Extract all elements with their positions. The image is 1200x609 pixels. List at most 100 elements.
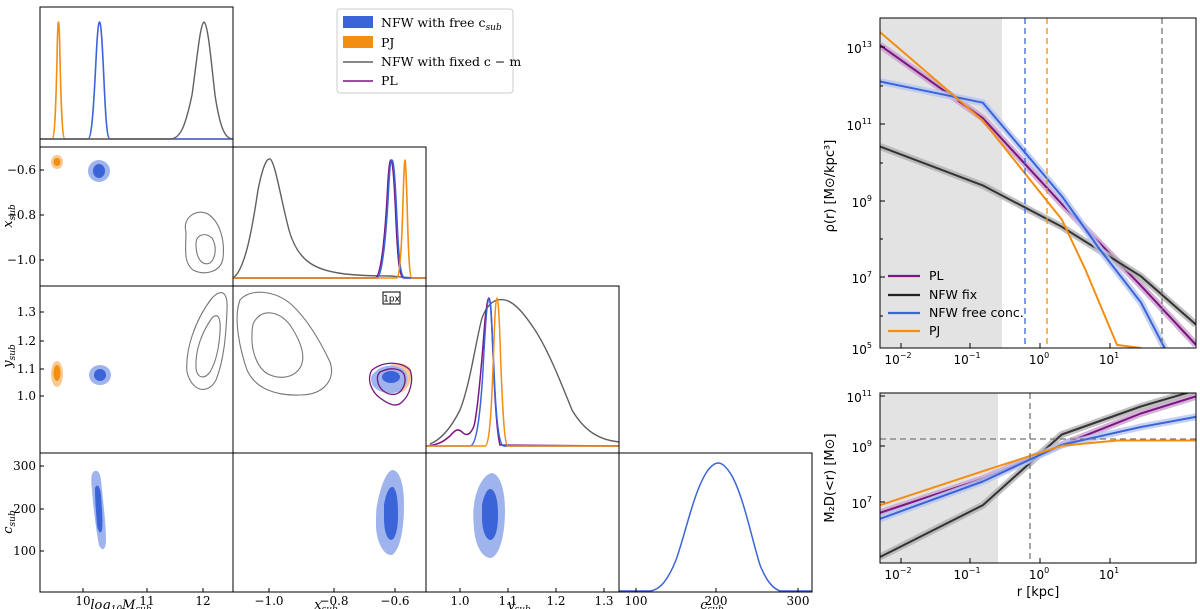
ytick-xsub-2: −0.8 xyxy=(7,208,36,222)
legend-label-pj: PJ xyxy=(929,323,940,338)
density-legend: PL NFW fix NFW free conc. PJ xyxy=(888,268,1024,338)
legend-patch-pj xyxy=(343,36,373,48)
panel-msub-1d xyxy=(40,21,233,140)
nfw-fixed-contour-outer xyxy=(236,291,333,396)
nfw-free-xsub-1d xyxy=(233,159,426,279)
ytick-csub-3: 100 xyxy=(13,544,36,558)
legend-label-pj: PJ xyxy=(381,35,394,50)
frame-ysub-1d xyxy=(425,285,620,454)
density-xtick-3: 100 xyxy=(1029,351,1049,367)
pj-xsub-1d xyxy=(233,159,426,279)
density-xtick-1: 10−2 xyxy=(884,351,911,367)
xtick-msub-10: 10 xyxy=(75,594,90,608)
density-ytick-2: 1011 xyxy=(847,117,872,133)
density-ytick-4: 107 xyxy=(852,270,872,286)
xtick-csub-100: 100 xyxy=(625,594,648,608)
xtick-ysub-4: 1.3 xyxy=(594,594,613,608)
pl-contour-inner xyxy=(376,368,406,396)
pl-ysub-1d xyxy=(426,297,619,447)
legend-label-nfw-fix: NFW fix xyxy=(929,287,977,302)
mass-xtick-3: 100 xyxy=(1029,566,1049,582)
curve-nfw-fix xyxy=(880,145,1196,326)
pl-xsub-1d xyxy=(233,159,426,279)
xtick-csub-200: 200 xyxy=(705,594,728,608)
ytick-ysub-4: 1.0 xyxy=(17,389,36,403)
nfw-free-msub-1d xyxy=(40,21,233,140)
xtick-ysub-2: 1.1 xyxy=(498,594,517,608)
xlabel-csub: csub xyxy=(700,598,724,609)
frame-csub-msub xyxy=(39,452,234,593)
nfw-fixed-contour-inner xyxy=(195,315,221,378)
ytick-ysub-2: 1.2 xyxy=(17,334,36,348)
xtick-xsub-1: −1.0 xyxy=(254,594,283,608)
density-ytick-5: 105 xyxy=(852,341,872,357)
pj-contour-inner xyxy=(53,158,61,166)
density-ticks xyxy=(880,46,1111,349)
mass-ytick-2: 109 xyxy=(852,439,872,455)
xtick-csub-300: 300 xyxy=(787,594,810,608)
density-curves xyxy=(880,18,1196,348)
corner-ticks xyxy=(40,169,799,592)
corner-legend-box xyxy=(336,8,514,94)
corner-legend: NFW with free csub PJ NFW with fixed c −… xyxy=(336,8,521,94)
legend-label-pl: PL xyxy=(929,268,944,283)
nfw-fixed-xsub-1d xyxy=(233,158,426,279)
curve-pj xyxy=(880,31,1141,348)
xlabel-xsub: xsub xyxy=(314,598,338,609)
ylabel-csub: csub xyxy=(1,510,18,534)
nfw-fixed-contour-inner xyxy=(195,234,216,265)
frame-csub-1d xyxy=(618,452,813,593)
curve-pj xyxy=(880,439,1196,507)
density-frame xyxy=(879,17,1197,349)
nfw-fixed-contour-outer xyxy=(186,292,228,390)
frame-csub-ysub xyxy=(425,452,620,593)
annotation-label: 1px xyxy=(383,295,400,305)
xtick-ysub-3: 1.2 xyxy=(546,594,565,608)
panel-csub-ysub xyxy=(473,473,505,558)
mass-ytick-3: 107 xyxy=(852,495,872,511)
density-xtick-4: 101 xyxy=(1099,351,1119,367)
ytick-xsub-3: −1.0 xyxy=(7,253,36,267)
density-xtick-2: 10−1 xyxy=(953,351,980,367)
xlabel-ysub: ysub xyxy=(506,598,531,609)
curve-nfw-fix xyxy=(880,393,1191,558)
legend-label-nfw-free: NFW free conc. xyxy=(929,305,1024,320)
nfw-free-contour-inner xyxy=(94,369,106,381)
legend-patch-nfw-free xyxy=(343,16,373,28)
pj-contour-inner xyxy=(53,365,61,381)
nfw-fixed-ysub-1d xyxy=(429,298,619,445)
density-ylabel: ρ(r) [M⊙/kpc³] xyxy=(823,140,838,233)
xtick-xsub-3: −0.6 xyxy=(380,594,409,608)
panel-csub-xsub xyxy=(376,470,404,556)
ytick-ysub-3: 1.1 xyxy=(17,362,36,376)
frame-xsub-msub xyxy=(39,146,234,287)
panel-ysub-1d xyxy=(426,297,619,447)
nfw-free-contour-inner xyxy=(95,485,103,533)
nfw-free-contour-inner xyxy=(384,486,398,540)
ytick-xsub-1: −0.6 xyxy=(7,163,36,177)
panel-csub-msub xyxy=(91,470,106,550)
ylabel-ysub: ysub xyxy=(1,344,18,369)
xtick-msub-12: 12 xyxy=(195,594,210,608)
mass-plot: 10−2 10−1 100 101 1011 109 107 r [kpc] M… xyxy=(823,389,1197,600)
pl-contour-outer xyxy=(368,362,413,406)
xtick-msub-11: 11 xyxy=(139,594,154,608)
panel-ysub-msub xyxy=(51,292,228,390)
panel-xsub-1d xyxy=(233,158,426,279)
legend-label-nfw-free: NFW with free csub xyxy=(381,15,502,33)
ytick-csub-2: 200 xyxy=(13,502,36,516)
nfw-free-ysub-1d xyxy=(426,298,619,447)
mass-xtick-2: 10−1 xyxy=(953,566,980,582)
xlabel-msub: log10Msub xyxy=(90,598,151,609)
xtick-ysub-1: 1.0 xyxy=(450,594,469,608)
mass-xlabel: r [kpc] xyxy=(1017,585,1060,600)
panel-ysub-xsub xyxy=(236,291,413,406)
nfw-free-contour-inner xyxy=(382,371,400,383)
legend-label-nfw-fixed: NFW with fixed c − m xyxy=(381,54,521,69)
frame-ysub-msub xyxy=(39,285,234,454)
ytick-csub-1: 300 xyxy=(13,459,36,473)
ylabel-xsub: xsub xyxy=(1,204,18,228)
mass-ticks xyxy=(880,395,1111,563)
curve-nfw-free-conc- xyxy=(880,80,1166,348)
